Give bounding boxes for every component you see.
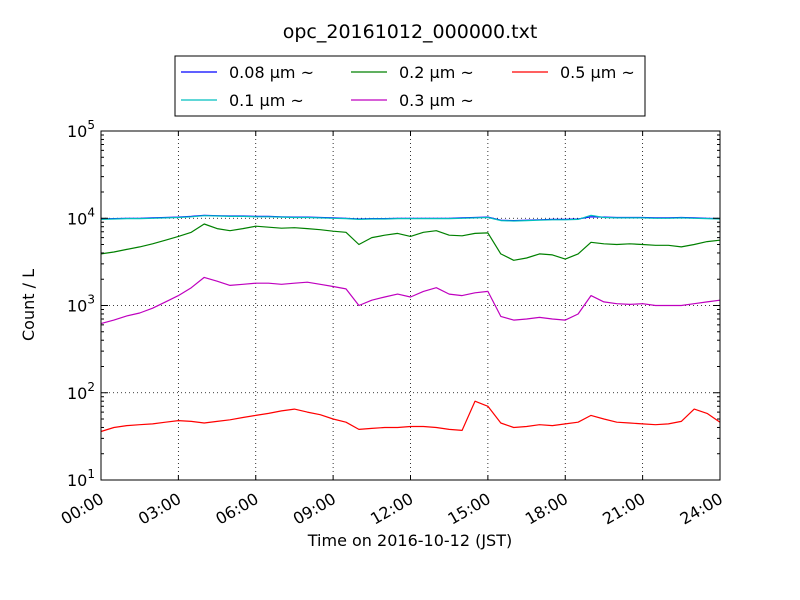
x-tick-label: 21:00 (599, 489, 648, 529)
x-tick-label: 09:00 (290, 489, 339, 529)
plot-frame (100, 130, 721, 481)
x-tick-labels: 00:00 03:00 06:00 09:00 12:00 15:00 18:00 21:00… (58, 489, 726, 529)
x-axis-label: Time on 2016-10-12 (JST) (307, 531, 512, 550)
y-tick-label: 102 (67, 380, 95, 403)
legend-label: 0.3 μm ~ (399, 91, 474, 110)
series-line-4 (100, 400, 721, 433)
x-tick-label: 03:00 (135, 489, 184, 529)
legend-box (174, 55, 646, 117)
x-tick-label: 12:00 (367, 489, 416, 529)
x-tick-label: 15:00 (444, 489, 493, 529)
y-tick-labels: 101 102 103 104 105 (67, 118, 95, 490)
chart-title: opc_20161012_000000.txt (283, 21, 538, 43)
series-line-2 (100, 223, 721, 261)
y-tick-label: 104 (67, 205, 95, 228)
x-tick-label: 24:00 (677, 489, 726, 529)
x-tick-label: 06:00 (212, 489, 261, 529)
legend-label: 0.08 μm ~ (229, 63, 314, 82)
series-line-3 (100, 276, 721, 325)
legend-label: 0.1 μm ~ (229, 91, 304, 110)
legend-label: 0.5 μm ~ (560, 63, 635, 82)
y-tick-label: 101 (67, 467, 95, 490)
y-axis-label: Count / L (19, 269, 38, 341)
series-line-1 (100, 214, 721, 222)
x-tick-label: 18:00 (522, 489, 571, 529)
grid (101, 131, 720, 480)
legend-label: 0.2 μm ~ (399, 63, 474, 82)
legend: 0.08 μm ~ 0.1 μm ~ 0.2 μm ~ 0.3 μm ~ 0.5 μm … (174, 55, 646, 117)
y-tick-label: 103 (67, 293, 95, 316)
y-tick-label: 105 (67, 118, 95, 141)
x-tick-label: 00:00 (58, 489, 107, 529)
series-layer (100, 214, 721, 433)
